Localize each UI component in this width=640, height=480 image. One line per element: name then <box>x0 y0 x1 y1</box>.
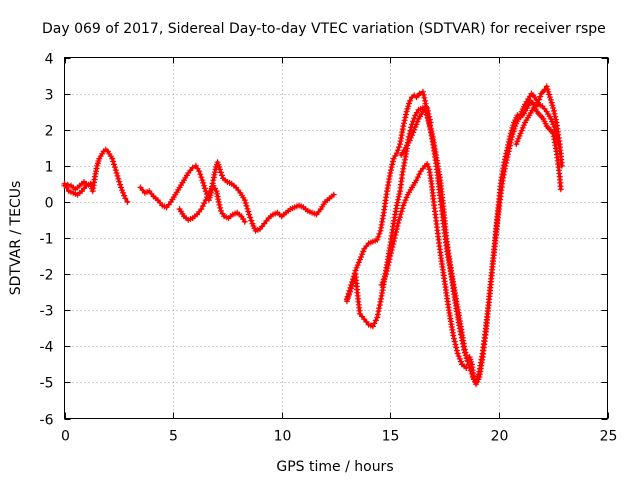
data-series <box>61 83 565 388</box>
series-8 <box>398 105 434 158</box>
x-tick-label: 25 <box>600 429 618 445</box>
series-4 <box>176 182 248 225</box>
x-tick-labels: 0 5 10 15 20 25 <box>61 429 617 445</box>
y-tick-label: -6 <box>40 413 54 429</box>
series-markers <box>513 101 562 148</box>
y-tick-label: -2 <box>40 268 54 284</box>
x-tick-label: 0 <box>61 429 70 445</box>
series-markers <box>61 146 131 205</box>
x-tick-label: 10 <box>274 429 292 445</box>
series-7 <box>378 161 470 371</box>
y-tick-label: 3 <box>45 88 54 104</box>
series-markers <box>378 161 470 371</box>
series-3 <box>137 159 337 234</box>
series-markers <box>61 179 90 193</box>
series-2 <box>61 179 90 193</box>
chart-title: Day 069 of 2017, Sidereal Day-to-day VTE… <box>42 21 606 37</box>
y-tick-label: 4 <box>45 52 54 68</box>
series-markers <box>343 83 565 388</box>
x-tick-label: 15 <box>382 429 400 445</box>
y-tick-label: 2 <box>45 124 54 140</box>
x-tick-label: 5 <box>169 429 178 445</box>
series-9 <box>513 101 562 148</box>
y-tick-label: 0 <box>45 196 54 212</box>
series-markers <box>176 182 248 225</box>
x-axis-label: GPS time / hours <box>276 459 393 475</box>
axis-ticks <box>64 57 609 420</box>
y-axis-label: SDTVAR / TECUs <box>8 181 24 296</box>
x-tick-label: 20 <box>491 429 509 445</box>
y-tick-label: -1 <box>40 232 54 248</box>
series-markers <box>137 159 337 234</box>
series-trace <box>139 160 336 233</box>
grid <box>64 57 608 419</box>
series-1 <box>61 146 131 205</box>
y-tick-labels: -6 -5 -4 -3 -2 -1 0 1 2 3 4 <box>40 52 54 429</box>
y-tick-label: -3 <box>40 304 54 320</box>
series-markers <box>398 105 434 158</box>
y-tick-label: 1 <box>45 160 54 176</box>
y-tick-label: -4 <box>40 340 54 356</box>
y-tick-label: -5 <box>40 376 54 392</box>
